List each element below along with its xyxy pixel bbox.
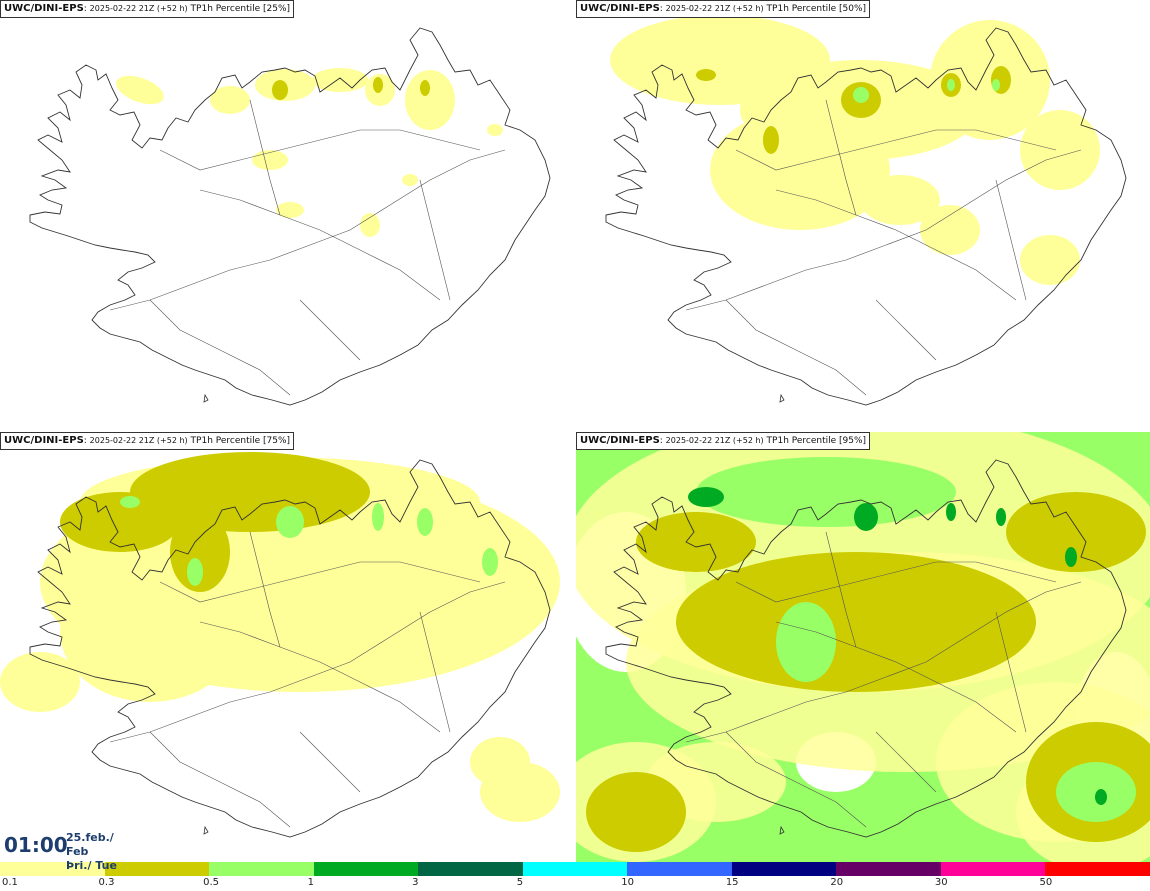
panel-percentile: [75%]	[263, 436, 291, 446]
legend-label: 50	[1039, 877, 1053, 888]
precip-map-panel: UWC/DINI-EPS: 2025-02-22 21Z (+52 h) TP1…	[0, 432, 575, 862]
legend-color-segment	[209, 862, 315, 876]
legend-label: 1	[307, 877, 314, 888]
precip-legend: 0.1 0.3 0.5 1 3 5 10 15 20 30 50	[0, 862, 1150, 891]
legend-label: 10	[621, 877, 634, 888]
legend-label: 0.1	[2, 877, 18, 888]
panel-param: TP1h Percentile	[766, 436, 837, 446]
legend-color-segment	[418, 862, 524, 876]
panel-param: TP1h Percentile	[190, 436, 261, 446]
legend-color-segment	[731, 862, 838, 876]
map-canvas	[576, 432, 1150, 862]
coastline	[29, 459, 551, 838]
panel-run: 2025-02-22 21Z (+52 h)	[89, 4, 188, 13]
legend-label: 3	[412, 877, 419, 888]
panel-model: UWC/DINI-EPS	[580, 3, 660, 14]
map-canvas	[605, 15, 1127, 406]
legend-label: 0.3	[98, 877, 115, 888]
map-canvas	[0, 452, 560, 838]
legend-color-segment	[627, 862, 733, 876]
panel-model: UWC/DINI-EPS	[580, 435, 660, 446]
legend-label: 20	[830, 877, 844, 888]
legend-color-segment	[0, 862, 106, 876]
legend-color-segment	[313, 862, 420, 876]
panel-title: UWC/DINI-EPS: 2025-02-22 21Z (+52 h) TP1…	[576, 0, 871, 18]
panel-percentile: [50%]	[839, 4, 867, 14]
panel-title: UWC/DINI-EPS: 2025-02-22 21Z (+52 h) TP1…	[0, 0, 295, 18]
panel-percentile: [95%]	[839, 436, 867, 446]
panel-run: 2025-02-22 21Z (+52 h)	[89, 436, 188, 445]
valid-time-box: 01:00 25.feb./ Feb Þri./ Tue	[0, 828, 140, 872]
legend-label: 5	[516, 877, 524, 888]
legend-color-segment	[104, 862, 211, 876]
precip-map-panel: UWC/DINI-EPS: 2025-02-22 21Z (+52 h) TP1…	[576, 0, 1150, 430]
legend-label: 15	[725, 877, 739, 888]
precip-map-panel: UWC/DINI-EPS: 2025-02-22 21Z (+52 h) TP1…	[576, 432, 1150, 862]
precip-map-panel: UWC/DINI-EPS: 2025-02-22 21Z (+52 h) TP1…	[0, 0, 575, 430]
panel-model: UWC/DINI-EPS	[4, 435, 84, 446]
panel-model: UWC/DINI-EPS	[4, 3, 84, 14]
map-canvas	[29, 27, 551, 406]
legend-color-segment	[522, 862, 629, 876]
panel-param: TP1h Percentile	[766, 4, 837, 14]
legend-label: 30	[934, 877, 948, 888]
panel-run: 2025-02-22 21Z (+52 h)	[665, 4, 764, 13]
valid-date-line1: 25.feb./ Feb	[66, 831, 114, 858]
panel-title: UWC/DINI-EPS: 2025-02-22 21Z (+52 h) TP1…	[576, 432, 871, 450]
coastline	[605, 27, 1127, 406]
valid-time-hour: 01:00	[4, 833, 68, 857]
legend-color-segment	[940, 862, 1047, 876]
panel-percentile: [25%]	[263, 4, 291, 14]
legend-color-segment	[836, 862, 942, 876]
legend-label: 0.5	[203, 877, 219, 888]
legend-color-segment	[1045, 862, 1150, 876]
coastline	[29, 27, 551, 406]
valid-date-line2: Þri./ Tue	[66, 859, 117, 872]
coastline	[605, 459, 1127, 838]
valid-time-date: 25.feb./ Feb Þri./ Tue	[66, 831, 140, 873]
panel-param: TP1h Percentile	[190, 4, 261, 14]
panel-run: 2025-02-22 21Z (+52 h)	[665, 436, 764, 445]
panel-title: UWC/DINI-EPS: 2025-02-22 21Z (+52 h) TP1…	[0, 432, 295, 450]
